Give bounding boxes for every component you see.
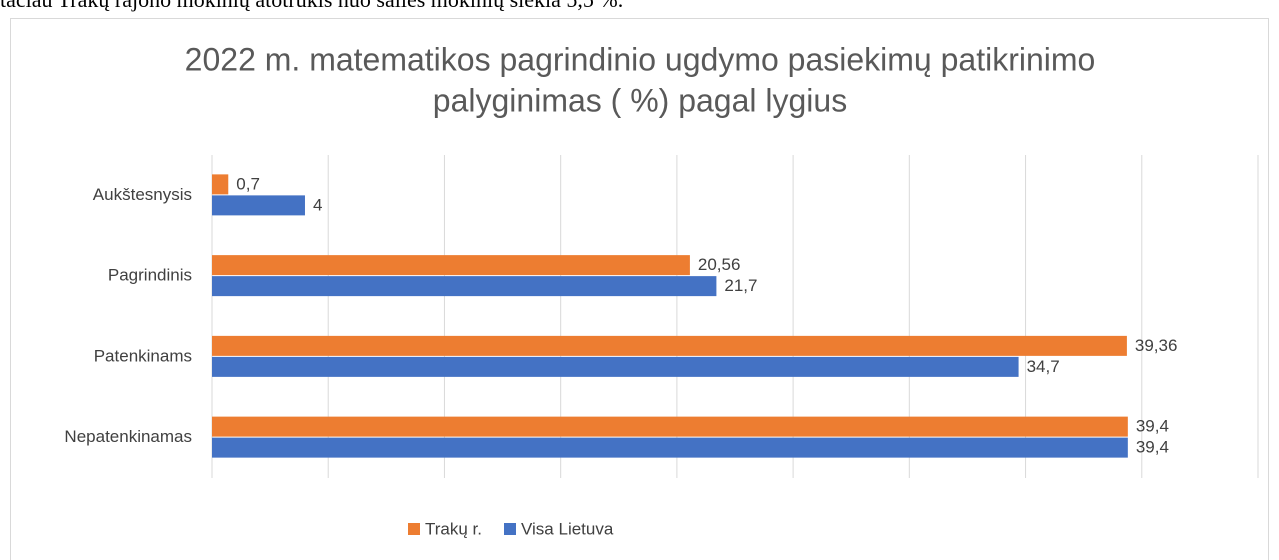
bar <box>212 276 717 297</box>
chart-title: 2022 m. matematikos pagrindinio ugdymo p… <box>185 41 1096 77</box>
bar <box>212 255 690 276</box>
bar <box>212 195 305 216</box>
legend-label: Trakų r. <box>425 519 482 538</box>
y-tick-label: Patenkinams <box>94 346 192 365</box>
bar <box>212 356 1019 377</box>
data-label: 34,7 <box>1027 357 1060 376</box>
legend-swatch <box>408 523 420 535</box>
data-label: 39,4 <box>1136 417 1169 436</box>
bar <box>212 335 1127 356</box>
legend-label: Visa Lietuva <box>521 519 614 538</box>
chart-title: palyginimas ( %) pagal lygius <box>433 82 847 118</box>
document-text: tačiau Trakų rajono mokinių atotrūkis nu… <box>0 0 623 12</box>
y-tick-label: Nepatenkinamas <box>64 427 192 446</box>
data-label: 39,4 <box>1136 438 1169 457</box>
legend-swatch <box>504 523 516 535</box>
data-label: 21,7 <box>724 276 757 295</box>
bar <box>212 437 1128 458</box>
bar <box>212 174 229 195</box>
data-label: 0,7 <box>236 174 260 193</box>
bar <box>212 416 1128 437</box>
data-label: 4 <box>313 195 322 214</box>
data-label: 39,36 <box>1135 336 1178 355</box>
data-label: 20,56 <box>698 255 741 274</box>
y-tick-label: Pagrindinis <box>108 266 192 285</box>
y-tick-label: Aukštesnysis <box>93 185 192 204</box>
